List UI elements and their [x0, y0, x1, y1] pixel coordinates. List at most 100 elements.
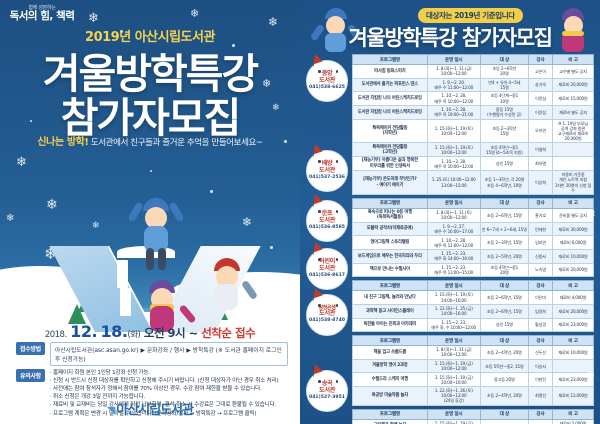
- program-name: 도서관 지킴킹 나의 어린스케치드로잉: [352, 104, 428, 120]
- library-name-line1: 송곡: [321, 380, 333, 388]
- table-row: [재능기부] 온도미래 무엇인가? - 예이기 예이기 1. 25.(토) 10:0…: [352, 170, 594, 195]
- remarks: 재료비 20,000원: [552, 262, 594, 278]
- schedule: 1. 22.(화)~1. 25.(금) 14:00~16:00: [426, 303, 481, 319]
- schedule: 1. 25.(토) 10:00~12:00 13:00~15:00: [426, 170, 481, 195]
- library-badge-ball: 탕정온샘 도서관 041)538-8740: [306, 286, 348, 336]
- leg-shape: [146, 248, 154, 270]
- library-name-line1: 배방: [321, 160, 333, 168]
- library-badge-central[interactable]: 중앙 도서관 041)538-6625: [306, 52, 348, 102]
- table-row: 영어그림책 스토리텔링 1. 10.~2. 28. 매주 목 11:00~12:00…: [352, 235, 594, 251]
- remarks: 재료비 30,000원: [552, 221, 594, 237]
- body-shape: [144, 226, 168, 252]
- column-header: 운영 일시: [426, 280, 481, 292]
- snowflake-icon: ❄: [585, 369, 595, 382]
- snowflake-icon: ❄: [262, 77, 272, 90]
- table-row: 특독메이커 전담활동 (저학년) 1. 15.(화)~1. 19.(토) 10:00~…: [352, 118, 594, 144]
- snowflake-icon: ❄: [6, 213, 15, 224]
- info-block: 접수방법 아산시립도서관(asc.asan.go.kr) ▶ 문화강좌 / 행사…: [16, 342, 288, 421]
- column-header: 강사: [527, 408, 554, 420]
- remarks: 미용비 기준중 개인 노트북 지참 1차반 20명씩 신청 접수: [552, 170, 594, 195]
- table-row: 책으로 만나는 수필사이 1. 15.~2. 23. 매주 목 13:00~15:0…: [352, 262, 594, 278]
- program-name: 혹속으로 떠나는 0등 여행 (독목독서활동): [352, 207, 428, 223]
- target: 중등 15명 (수행평가 수상된 공): [479, 104, 529, 120]
- program-name: 내 친구 그림책, 놀러와 만났다: [352, 290, 428, 305]
- library-name-line2: 도서관: [319, 265, 335, 273]
- library-badge-children[interactable]: 어린이 도서관 041)536-8617: [306, 240, 348, 290]
- notice-item: · 사전에는 참여 참석자가 정해서 참여를 70% 이상인 경우, 수강 참여…: [49, 386, 262, 393]
- snowflake-icon: ❄: [92, 221, 100, 231]
- body-shape: [150, 306, 174, 332]
- program-name: 특독메이커 전담활동 (고학년): [352, 142, 428, 158]
- library-badge-ball: 어린이 도서관 041)536-8617: [306, 240, 348, 290]
- child-illustration-left-header: [309, 8, 363, 52]
- notice-list: · 홈페이지 회원 본인 1인당 1강좌 신청 가능. · 신청 시 반드시 신…: [50, 369, 279, 418]
- library-name-line1: 어린이: [319, 258, 335, 266]
- target: 초등 2~6학년, 15명: [479, 290, 529, 305]
- instructor: 이승서: [527, 358, 554, 374]
- column-header: 프로그램명: [352, 197, 428, 209]
- remarks: [552, 358, 594, 374]
- brand-logo-line1: 함께 성장하는: [28, 5, 56, 11]
- date-day: 18.: [100, 322, 128, 341]
- instructor: 이은미: [527, 290, 554, 305]
- body-shape: [562, 33, 584, 52]
- schedule: 1. 10.~2. 28. 매주 목 19:00~21:00: [426, 104, 481, 120]
- right-header: 대상자는 2019년 기준입니다 겨울방학특강 참가자모집: [300, 0, 600, 52]
- schedule: 1. 10.~2. 28. 매주 목 10:00~12:00: [426, 156, 481, 172]
- date-year: 2018.: [44, 330, 67, 340]
- library-badge-baebang[interactable]: 배방 도서관 041)537-2536: [306, 142, 348, 192]
- target: 초등 2~3학년, 15명: [479, 235, 529, 251]
- schedule: 1. 22.(화)~1. 26.(토) 10:00~12:00 (24일 휴강): [426, 386, 481, 406]
- remarks: 재료비 6,000원: [552, 235, 594, 251]
- library-name-line1: 탕정온샘: [318, 304, 336, 311]
- schedule: 1. 10.~2. 28. 매주 목 11:00~12:00: [426, 235, 481, 251]
- date-time: 오전 9시 ~: [143, 326, 198, 340]
- program-name: 독한돌 아이는 친목과 아카데미: [352, 317, 428, 333]
- instructor: 민재현: [527, 221, 554, 237]
- logo-mark-icon: ◥: [106, 404, 116, 417]
- table-header-row: 프로그램명 운영 일시 대 상 강사 비 고: [352, 197, 594, 209]
- snowman-eyes-icon: [318, 160, 338, 163]
- schedule: 1. 15.(화)~1. 19.(토) 10:00~12:00: [426, 142, 481, 158]
- instructor: 김은숙: [527, 418, 554, 424]
- snowflake-icon: ❄: [88, 11, 99, 26]
- column-header: 대 상: [479, 54, 529, 65]
- program-name: 책으로 만나는 수필사이: [352, 262, 428, 278]
- library-name-line2: 도서관: [319, 167, 335, 175]
- book-page-mark: [117, 260, 128, 288]
- snowman-eyes-icon: [318, 210, 338, 213]
- target: 초등 4단계~중1 10명: [479, 91, 529, 106]
- column-header: 운영 일시: [426, 408, 481, 420]
- table-row: [재능기부] 아름다운 삶과 행복한 미우리를 위한 인생독서 1. 10.~2. …: [352, 156, 594, 172]
- arm-shape: [127, 201, 144, 223]
- library-badge-dunpo[interactable]: 둔포 도서관 041)536-8585: [306, 192, 348, 242]
- library-badge-tangjeong[interactable]: 탕정온샘 도서관 041)538-8740: [306, 286, 348, 336]
- target: 초등 2~6학년, 15명: [479, 207, 529, 223]
- child-illustration-top: [127, 198, 185, 270]
- snowflake-icon: ❄: [272, 103, 280, 113]
- snowflake-icon: ❄: [16, 155, 27, 170]
- target: 초등 3~5학년, 15명: [479, 418, 529, 424]
- target: 초등 2~4학년, 20명: [479, 386, 529, 406]
- program-name: 특독메이커 전담활동 (저학년): [352, 118, 428, 144]
- snowflake-icon: ❄: [242, 215, 253, 229]
- poster-subtitle: 신나는 방학! 도서관에서 친구들과 즐거운 추억을 만들어보세요~: [0, 133, 300, 148]
- snowflake-icon: ❄: [190, 7, 200, 20]
- date-month: 12.: [70, 322, 98, 341]
- remarks: 재료비 20,000원: [552, 77, 594, 93]
- target: 초등 2~5학년, 20명: [479, 249, 529, 264]
- library-name-line2: 도서관: [319, 77, 335, 85]
- application-date-line: 2018. 12. 18.(화) 오전 9시 ~ 선착순 접수: [0, 322, 300, 341]
- target: 초등 4학년~중1 15명 (4~5초목 지원): [479, 142, 529, 158]
- winter-hat-icon: [325, 8, 347, 19]
- right-panel: 대상자는 2019년 기준입니다 겨울방학특강 참가자모집 중앙 도서관 041…: [300, 0, 600, 424]
- library-badge-ball: 배방 도서관 041)537-2536: [306, 142, 348, 192]
- brand-logo: 함께 성장하는 독서의 힘, 책력: [7, 5, 77, 34]
- santa-hat-icon: [309, 240, 325, 255]
- library-badge-songgok[interactable]: 송곡 도서관 041)537-3951: [306, 362, 348, 412]
- program-name: [재능기부] 아름다운 삶과 행복한 미우리를 위한 인생독서: [352, 156, 428, 172]
- child-illustration-right-header: [556, 8, 592, 52]
- schedule: 1. 15.(화)~1. 19.(금) 10:00~16:00: [426, 372, 481, 388]
- table-header-row: 프로그램명 운영 일시 대 상 강사 비 고: [352, 54, 594, 65]
